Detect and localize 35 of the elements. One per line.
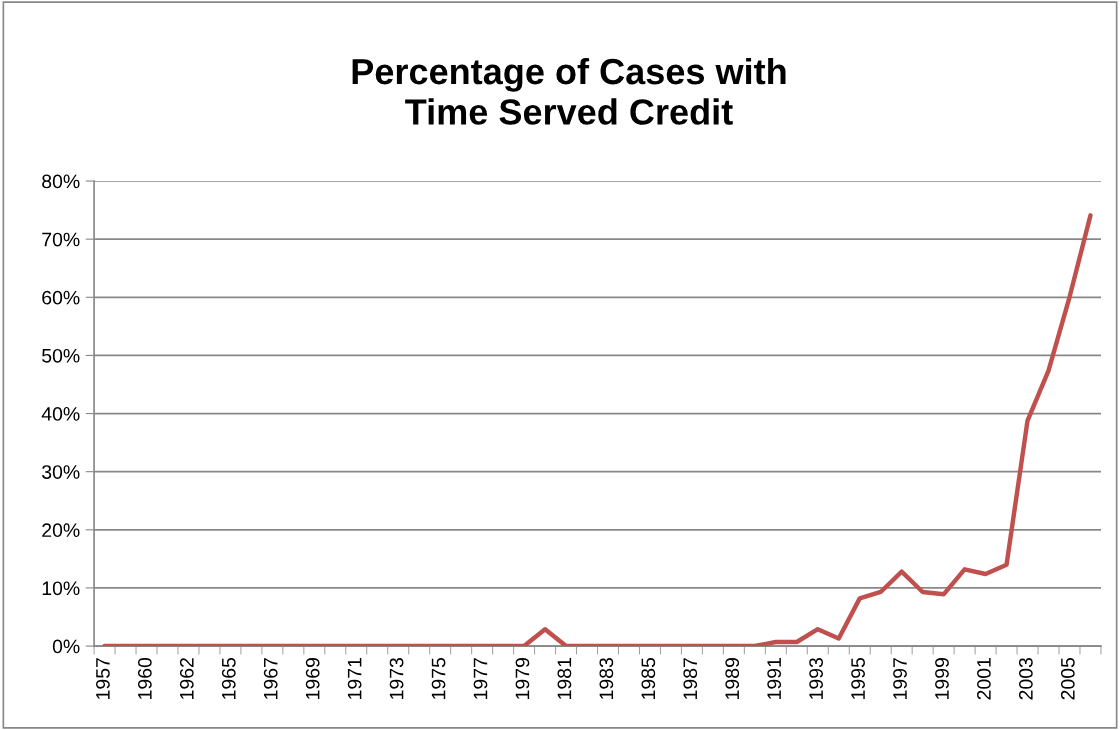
x-tick-label: 2001 (977, 658, 991, 700)
x-tick-label: 1993 (809, 658, 823, 699)
x-tick-label: 1995 (851, 657, 865, 699)
x-tick-label: 1999 (935, 658, 949, 699)
x-tick-label: 1962 (179, 658, 194, 699)
x-tick-label: 1975 (431, 657, 446, 699)
y-tick-label: 70% (42, 232, 80, 247)
y-tick-label: 60% (42, 290, 80, 305)
y-tick-label: 10% (42, 581, 80, 596)
y-tick-label: 50% (42, 348, 80, 363)
x-tick-label: 1987 (683, 658, 698, 699)
x-tick-label: 2003 (1018, 658, 1033, 700)
y-tick-label: 30% (42, 465, 80, 479)
y-tick-label: 0% (52, 639, 80, 654)
x-tick-label: 1977 (473, 658, 488, 699)
x-tick-label: 1997 (893, 658, 907, 699)
x-tick-label: 1957 (96, 658, 110, 699)
y-tick-label: 80% (42, 174, 80, 189)
x-tick-label: 1973 (389, 658, 404, 699)
x-tick-label: 1991 (767, 658, 782, 699)
x-tick-label: 1965 (221, 657, 236, 699)
x-tick-label: 1979 (515, 658, 530, 699)
x-tick-label: 2005 (1060, 657, 1075, 700)
x-tick-label: 1985 (641, 657, 656, 699)
chart-title: Percentage of Cases with Time Served Credit (352, 57, 786, 125)
x-tick-label: 1971 (347, 658, 362, 699)
x-tick-label: 1969 (305, 658, 320, 699)
x-tick-label: 1981 (557, 658, 572, 699)
x-tick-label: 1960 (137, 657, 152, 699)
x-tick-label: 1989 (725, 658, 740, 699)
x-tick-label: 1967 (263, 658, 278, 699)
x-tick-label: 1983 (599, 658, 614, 699)
y-tick-label: 20% (42, 523, 80, 538)
line-series (102, 213, 1093, 647)
y-tick-label: 40% (41, 407, 80, 421)
